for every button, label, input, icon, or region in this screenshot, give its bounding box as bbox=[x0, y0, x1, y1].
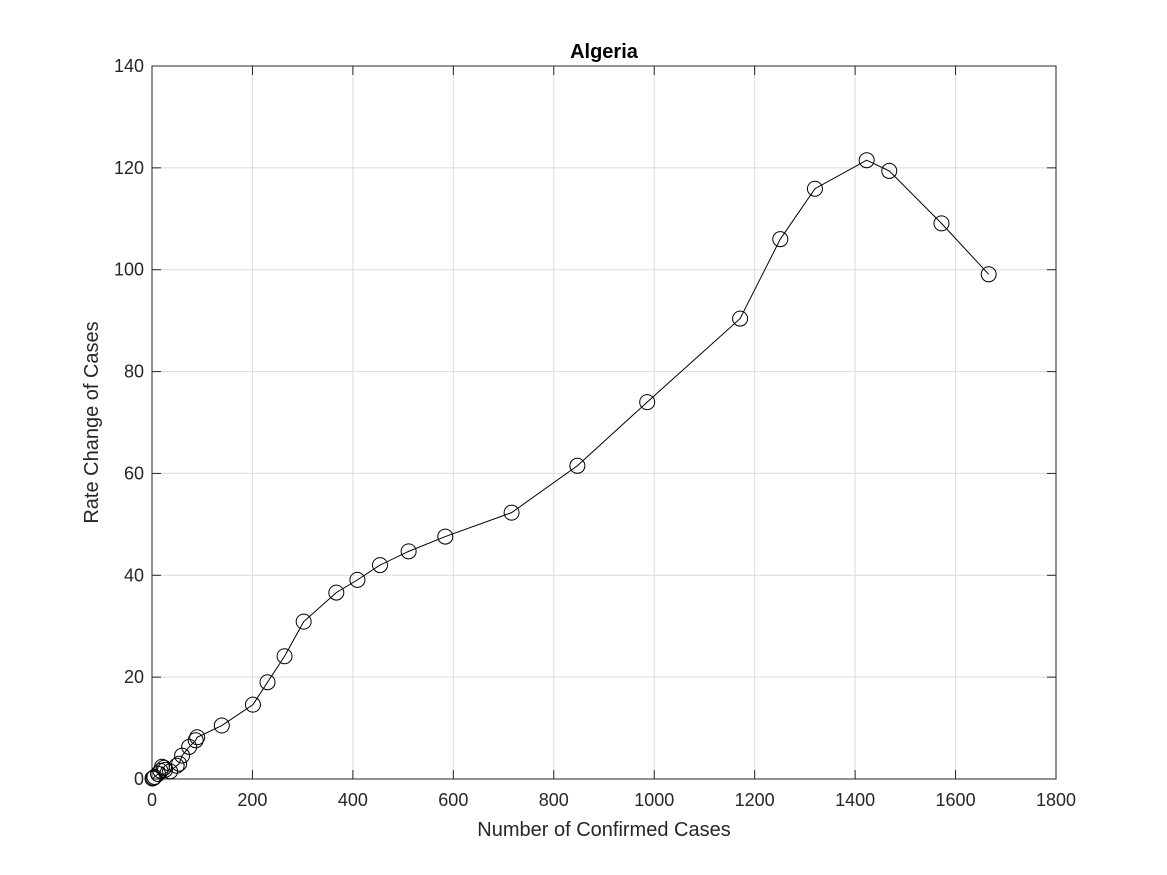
data-point bbox=[244, 696, 261, 713]
x-tick-label: 1600 bbox=[936, 790, 976, 810]
y-tick-label: 0 bbox=[134, 769, 144, 789]
plot-frame bbox=[151, 65, 1057, 780]
data-point bbox=[437, 528, 454, 545]
x-tick-label: 1800 bbox=[1036, 790, 1076, 810]
data-point bbox=[171, 755, 188, 772]
y-tick-label: 100 bbox=[114, 260, 144, 280]
y-tick-label: 80 bbox=[124, 362, 144, 382]
data-point bbox=[732, 310, 749, 327]
data-point bbox=[189, 729, 206, 746]
x-tick-label: 600 bbox=[438, 790, 468, 810]
y-axis: 0 20 40 60 80 100 120 140 bbox=[114, 56, 1056, 789]
y-tick-label: 120 bbox=[114, 158, 144, 178]
x-tick-label: 1200 bbox=[735, 790, 775, 810]
y-axis-label: Rate Change of Cases bbox=[81, 321, 103, 523]
data-point bbox=[503, 504, 520, 521]
data-point bbox=[295, 613, 312, 630]
x-tick-label: 0 bbox=[147, 790, 157, 810]
x-axis-label: Number of Confirmed Cases bbox=[477, 819, 730, 841]
data-point bbox=[858, 152, 875, 169]
series bbox=[144, 152, 997, 787]
data-point bbox=[569, 457, 586, 474]
x-tick-label: 1400 bbox=[835, 790, 875, 810]
x-axis: 0 200 400 600 800 1000 1200 1400 1600 1800 bbox=[147, 66, 1076, 810]
data-point bbox=[639, 394, 656, 411]
data-point bbox=[349, 571, 366, 588]
data-point bbox=[181, 738, 198, 755]
data-point bbox=[259, 674, 276, 691]
grid bbox=[151, 65, 1057, 780]
x-tick-label: 200 bbox=[237, 790, 267, 810]
x-tick-label: 400 bbox=[338, 790, 368, 810]
x-tick-label: 1000 bbox=[634, 790, 674, 810]
y-tick-label: 20 bbox=[124, 667, 144, 687]
y-tick-label: 40 bbox=[124, 565, 144, 585]
data-point bbox=[372, 557, 389, 574]
y-tick-label: 60 bbox=[124, 463, 144, 483]
data-point bbox=[772, 231, 789, 248]
data-point bbox=[213, 717, 230, 734]
data-point bbox=[400, 543, 417, 560]
y-tick-label: 140 bbox=[114, 56, 144, 76]
data-point bbox=[187, 732, 204, 749]
data-point bbox=[980, 266, 997, 283]
data-point bbox=[933, 215, 950, 232]
data-point bbox=[806, 180, 823, 197]
data-point bbox=[328, 584, 345, 601]
x-tick-label: 800 bbox=[539, 790, 569, 810]
data-point bbox=[168, 757, 185, 774]
data-point bbox=[276, 648, 293, 665]
chart-title: Algeria bbox=[570, 41, 639, 63]
data-point bbox=[881, 162, 898, 179]
